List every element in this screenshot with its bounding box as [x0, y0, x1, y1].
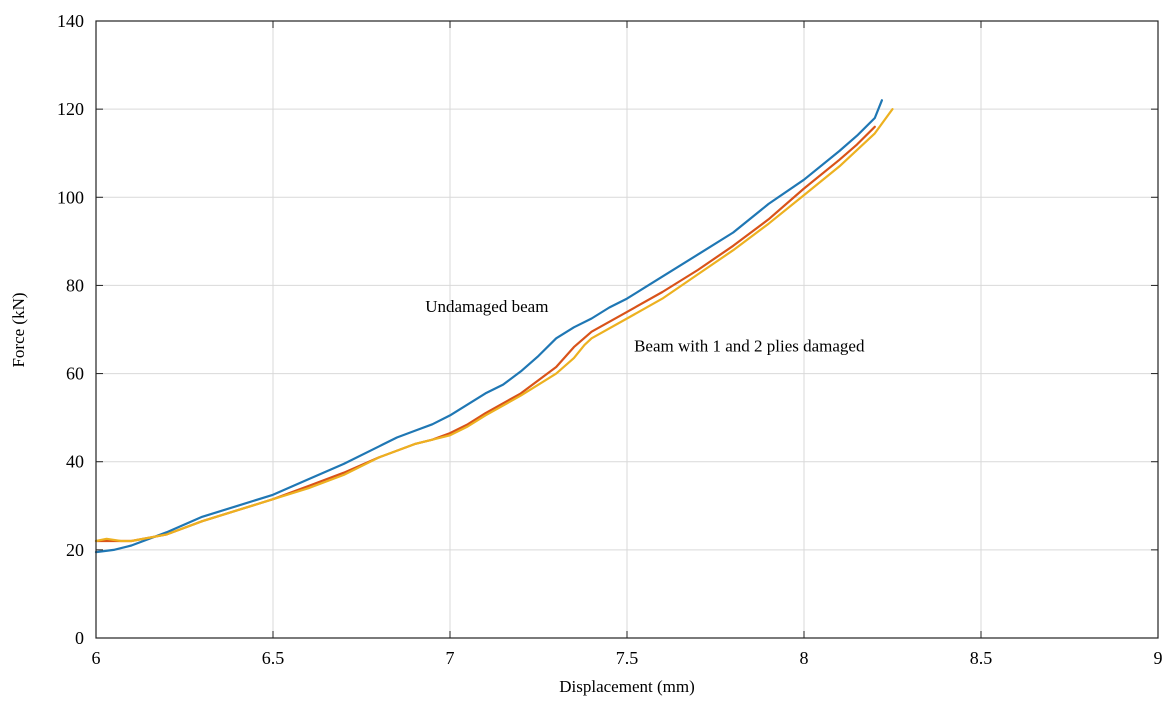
y-tick-label: 60	[66, 364, 84, 384]
tick-labels: 6 6.5 7 7.5 8 8.5 9 0 20 40 60 80 100 120 140	[57, 11, 1163, 668]
y-tick-label: 140	[57, 11, 84, 31]
series-line-3	[94, 108, 894, 543]
x-axis-title: Displacement (mm)	[559, 677, 695, 696]
y-tick-label: 120	[57, 99, 84, 119]
x-tick-label: 7	[446, 648, 455, 668]
ticks	[95, 20, 1159, 639]
y-tick-label: 100	[57, 187, 84, 207]
x-tick-label: 8.5	[970, 648, 993, 668]
x-tick-label: 9	[1154, 648, 1163, 668]
y-tick-label: 0	[75, 628, 84, 648]
grid	[95, 20, 1159, 639]
x-tick-label: 7.5	[616, 648, 639, 668]
annotations: Undamaged beam Beam with 1 and 2 plies da…	[425, 297, 865, 356]
annotation-label: Undamaged beam	[425, 297, 548, 316]
x-tick-label: 6.5	[262, 648, 285, 668]
series-line-2	[94, 125, 876, 543]
x-tick-label: 6	[92, 648, 101, 668]
y-tick-label: 80	[66, 275, 84, 295]
y-tick-label: 20	[66, 540, 84, 560]
series-layer	[94, 99, 894, 554]
y-axis-title: Force (kN)	[9, 292, 28, 367]
series-line-1	[94, 99, 883, 554]
annotation-label: Beam with 1 and 2 plies damaged	[634, 337, 865, 356]
y-tick-label: 40	[66, 452, 84, 472]
x-tick-label: 8	[800, 648, 809, 668]
